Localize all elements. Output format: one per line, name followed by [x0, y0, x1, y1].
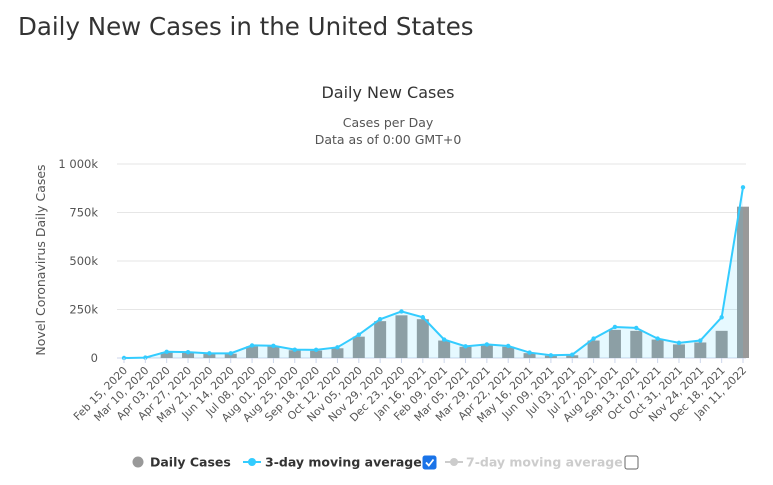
moving-average-point[interactable]: [207, 351, 212, 356]
legend-item-7-day-average[interactable]: 7-day moving average: [445, 455, 623, 470]
moving-average-point[interactable]: [356, 332, 361, 337]
chart-title: Daily New Cases: [321, 83, 454, 102]
moving-average-point[interactable]: [143, 355, 148, 360]
moving-average-point[interactable]: [698, 338, 703, 343]
legend-7-day-marker: [450, 458, 458, 466]
moving-average-point[interactable]: [719, 315, 724, 320]
y-tick-label: 250k: [69, 303, 98, 317]
moving-average-point[interactable]: [399, 309, 404, 314]
daily-cases-bar[interactable]: [459, 346, 472, 358]
daily-cases-bar[interactable]: [331, 348, 344, 358]
daily-cases-bar[interactable]: [480, 345, 493, 358]
moving-average-point[interactable]: [527, 350, 532, 355]
legend-3-day-label: 3-day moving average: [265, 455, 422, 470]
daily-cases-bar[interactable]: [672, 344, 685, 358]
moving-average-point[interactable]: [335, 345, 340, 350]
daily-cases-bar[interactable]: [651, 339, 664, 358]
daily-cases-bar[interactable]: [160, 352, 173, 358]
moving-average-point[interactable]: [655, 336, 660, 341]
daily-cases-bar[interactable]: [416, 319, 429, 358]
moving-average-line: [123, 187, 744, 359]
checkbox-3-day-box[interactable]: [422, 455, 437, 470]
legend-item-3-day-average[interactable]: 3-day moving average: [243, 455, 422, 470]
daily-cases-bar[interactable]: [438, 340, 451, 358]
y-tick-label: 750k: [69, 206, 98, 220]
daily-cases-bar[interactable]: [224, 353, 237, 358]
y-tick-label: 500k: [69, 254, 98, 268]
moving-average-3-day-line: [123, 187, 744, 359]
moving-average-point[interactable]: [292, 347, 297, 352]
moving-average-point[interactable]: [249, 343, 255, 348]
daily-cases-bar[interactable]: [608, 329, 621, 358]
moving-average-point[interactable]: [463, 344, 468, 349]
moving-average-point[interactable]: [634, 325, 639, 331]
moving-average-points: [121, 185, 746, 361]
y-tick-label: 0: [91, 351, 98, 365]
moving-average-point[interactable]: [420, 315, 426, 320]
daily-cases-bar[interactable]: [310, 350, 323, 358]
daily-cases-bar[interactable]: [203, 353, 216, 358]
daily-cases-bar[interactable]: [352, 336, 365, 358]
chart-subtitle-date: Data as of 0:00 GMT+0: [315, 132, 462, 147]
moving-average-point[interactable]: [506, 343, 511, 349]
y-axis-ticks: 0 250k 500k 750k 1 000k: [58, 157, 98, 365]
y-tick-label: 1 000k: [58, 157, 98, 171]
moving-average-point[interactable]: [548, 353, 554, 358]
moving-average-point[interactable]: [313, 347, 319, 353]
moving-average-point[interactable]: [377, 317, 383, 322]
daily-cases-bar[interactable]: [587, 340, 600, 358]
moving-average-point[interactable]: [591, 336, 596, 341]
daily-cases-bar[interactable]: [395, 315, 408, 358]
legend-daily-cases-label: Daily Cases: [150, 455, 231, 470]
moving-average-point[interactable]: [185, 349, 191, 355]
legend-item-daily-cases[interactable]: Daily Cases: [132, 455, 231, 470]
moving-average-point[interactable]: [228, 351, 233, 356]
daily-cases-bar[interactable]: [374, 321, 387, 358]
moving-average-point[interactable]: [570, 352, 575, 357]
moving-average-point[interactable]: [676, 340, 682, 346]
legend-7-day-label: 7-day moving average: [466, 455, 623, 470]
moving-average-point[interactable]: [271, 343, 276, 348]
daily-cases-bar[interactable]: [523, 353, 536, 358]
daily-cases-bar[interactable]: [737, 206, 749, 358]
daily-cases-bar[interactable]: [246, 346, 259, 358]
daily-cases-bar[interactable]: [502, 346, 515, 358]
moving-average-point[interactable]: [484, 342, 490, 347]
moving-average-point[interactable]: [612, 324, 618, 330]
page-heading: Daily New Cases in the United States: [18, 12, 474, 41]
daily-cases-bar[interactable]: [694, 342, 707, 358]
checkbox-3-day-average[interactable]: [422, 455, 437, 470]
daily-cases-bar[interactable]: [715, 330, 728, 358]
checkbox-7-day-average[interactable]: [624, 455, 639, 470]
y-axis-title: Novel Coronavirus Daily Cases: [33, 164, 48, 355]
moving-average-point[interactable]: [740, 185, 746, 190]
daily-cases-bar[interactable]: [630, 330, 643, 358]
daily-cases-bar[interactable]: [182, 352, 195, 358]
moving-average-point[interactable]: [441, 337, 447, 342]
daily-cases-bar[interactable]: [288, 350, 301, 358]
chart-subtitle: Cases per Day: [343, 115, 434, 130]
legend-3-day-marker: [248, 458, 256, 466]
chart-legend: Daily Cases 3-day moving average 7-day m…: [132, 455, 639, 470]
legend-daily-cases-marker: [132, 456, 144, 468]
daily-cases-bar[interactable]: [267, 346, 280, 358]
checkmark-icon: [425, 458, 435, 467]
moving-average-point[interactable]: [164, 349, 169, 354]
daily-cases-bars: [139, 206, 749, 358]
